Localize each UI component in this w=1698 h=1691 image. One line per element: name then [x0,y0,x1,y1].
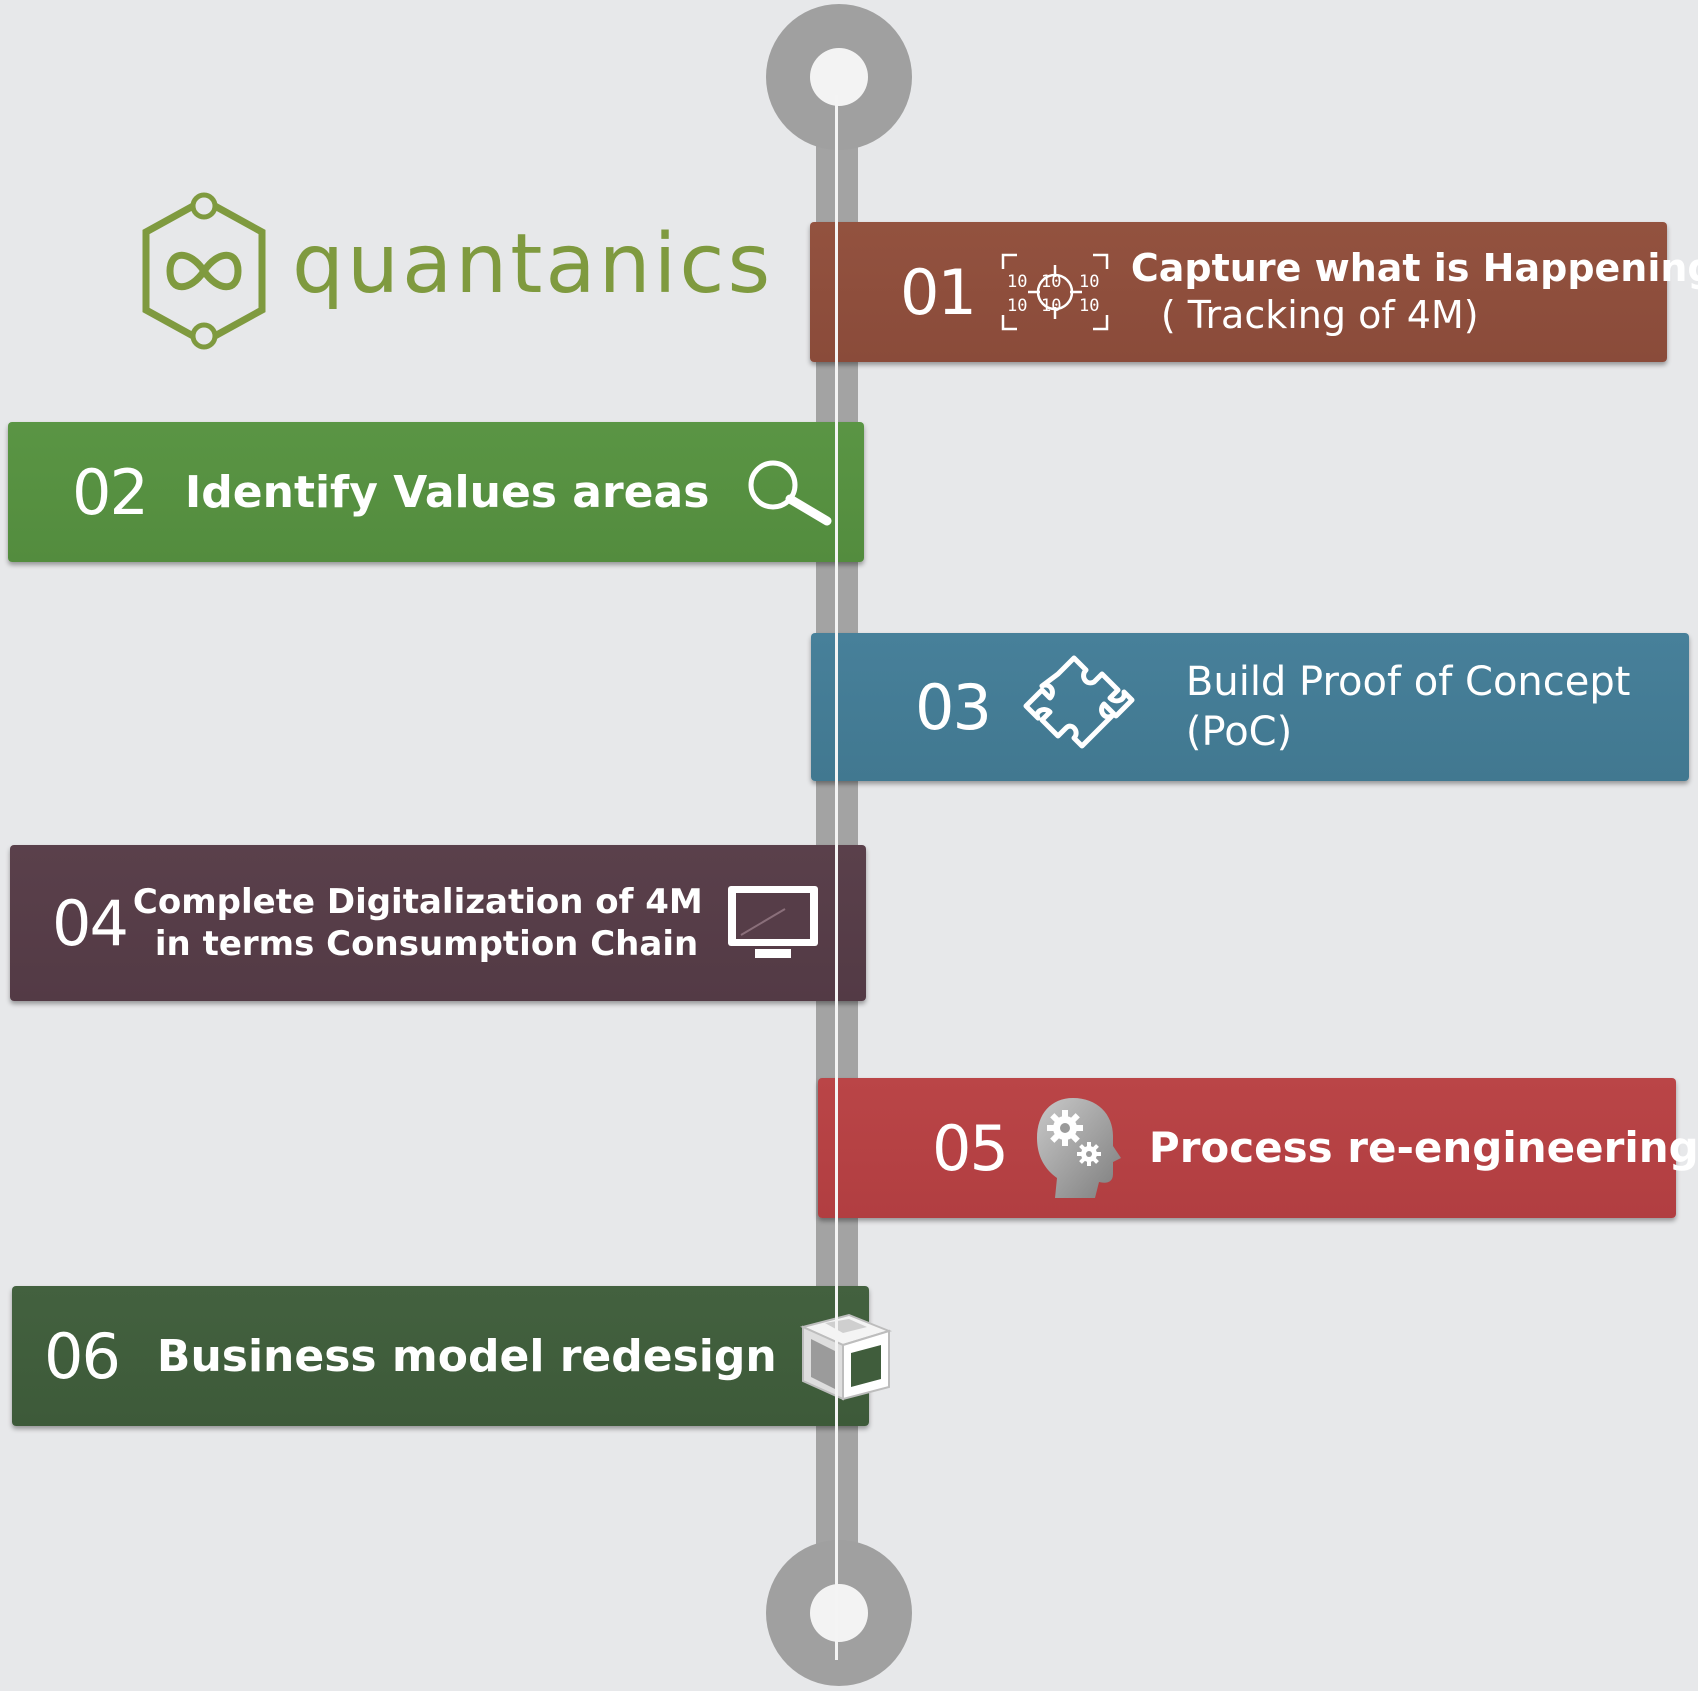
step-number: 02 [72,455,149,529]
brand-name: quantanics [292,216,774,312]
3d-box-icon [797,1309,893,1403]
step-label: Process re-engineering [1148,1122,1698,1172]
timeline-start-ring [766,4,912,150]
step-label: Complete Digitalization of 4M in terms C… [132,881,703,965]
step-05: 05 [818,1078,1698,1218]
brand-logo: quantanics [140,192,773,350]
step-03: 03 Build Proof of Concept (PoC) [811,633,1689,781]
step-label: Business model redesign [156,1330,777,1382]
step-number: 03 [915,670,992,744]
svg-text:10: 10 [1079,296,1099,316]
svg-text:10: 10 [1041,272,1061,292]
step-number: 06 [44,1319,121,1393]
puzzle-icon [1020,652,1136,762]
step-label: Identify Values areas [184,466,710,518]
step-06: 06 Business model redesign [12,1286,892,1426]
step-number: 04 [52,886,129,960]
svg-text:10: 10 [1041,296,1061,316]
timeline-center-line [835,95,838,1660]
step-label: Build Proof of Concept (PoC) [1185,659,1631,755]
step-number: 01 [900,255,977,329]
step-01: 01 10 10 10 10 10 10 Capture what is Happeni… [810,222,1698,362]
svg-text:10: 10 [1079,272,1099,292]
head-gears-icon [1033,1094,1123,1202]
timeline-end-ring [766,1540,912,1686]
step-number: 05 [932,1111,1009,1185]
hexagon-infinity-icon [142,192,266,350]
svg-text:10: 10 [1007,296,1027,316]
step-04: 04 Complete Digitalization of 4M in term… [10,845,866,1001]
monitor-icon [725,883,821,963]
svg-text:10: 10 [1007,272,1027,292]
binary-tracking-icon: 10 10 10 10 10 10 [999,251,1111,333]
step-02: 02 Identify Values areas [8,422,864,562]
magnifier-icon [745,457,833,527]
step-label: Capture what is Happening ( Tracking of … [1130,245,1698,338]
